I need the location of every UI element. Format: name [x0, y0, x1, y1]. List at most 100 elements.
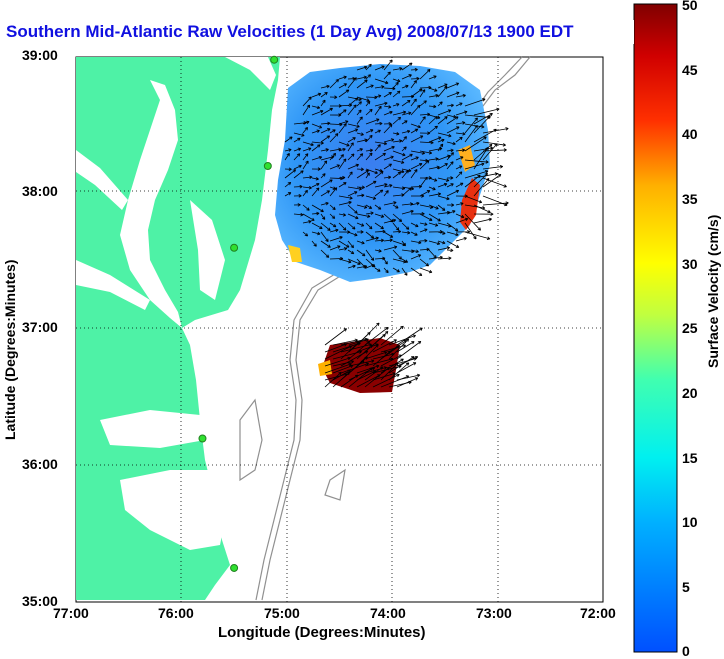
- velocity-arrow: [428, 222, 439, 227]
- velocity-arrow: [428, 87, 438, 92]
- velocity-arrow: [356, 75, 367, 80]
- colorbar-tick-40: 40: [682, 126, 698, 142]
- velocity-arrow: [338, 182, 347, 188]
- x-tick-0: 77:00: [53, 605, 89, 621]
- velocity-arrow: [401, 129, 411, 134]
- velocity-arrow: [455, 110, 468, 116]
- velocity-arrow: [446, 148, 454, 153]
- velocity-arrow: [455, 202, 464, 206]
- velocity-arrow: [311, 182, 320, 188]
- velocity-arrow: [392, 131, 400, 136]
- velocity-arrow: [311, 123, 323, 129]
- velocity-arrow: [383, 231, 394, 238]
- velocity-arrow: [392, 213, 403, 222]
- velocity-arrow: [364, 366, 390, 388]
- velocity-arrow: [437, 256, 452, 261]
- velocity-arrow: [347, 142, 354, 152]
- velocity-arrow: [320, 148, 329, 152]
- velocity-arrow: [401, 267, 408, 276]
- velocity-arrow: [374, 249, 382, 253]
- velocity-arrow: [419, 116, 426, 125]
- velocity-arrow: [320, 84, 330, 89]
- velocity-arrow: [473, 172, 488, 188]
- velocity-arrow: [410, 98, 417, 107]
- velocity-arrow: [428, 125, 438, 134]
- velocity-arrow: [446, 222, 459, 232]
- velocity-arrow: [374, 152, 386, 161]
- velocity-arrow: [455, 156, 464, 161]
- velocity-arrow: [401, 153, 413, 161]
- velocity-arrow: [348, 367, 373, 388]
- velocity-arrow: [365, 172, 370, 179]
- velocity-arrow: [356, 249, 366, 257]
- velocity-arrow: [446, 126, 460, 134]
- velocity-arrow: [324, 343, 348, 353]
- velocity-arrow: [320, 173, 326, 179]
- station-marker: [263, 162, 272, 170]
- velocity-arrow: [365, 168, 378, 175]
- velocity-arrow: [428, 104, 437, 109]
- velocity-arrow: [293, 194, 302, 198]
- velocity-arrow: [419, 69, 431, 80]
- velocity-arrow: [392, 150, 406, 157]
- velocity-arrow: [311, 109, 324, 116]
- velocity-arrow: [383, 163, 392, 170]
- velocity-arrow: [365, 118, 380, 125]
- velocity-arrow: [284, 153, 290, 161]
- velocity-arrow: [329, 235, 343, 242]
- velocity-arrow: [464, 117, 478, 134]
- velocity-arrow: [392, 139, 403, 143]
- velocity-arrow: [383, 245, 398, 251]
- velocity-arrow: [419, 228, 428, 233]
- velocity-arrow: [356, 138, 368, 143]
- velocity-arrow: [338, 120, 349, 125]
- velocity-arrow: [419, 190, 431, 197]
- velocity-arrow: [464, 195, 483, 204]
- colorbar-tick-45: 45: [682, 62, 698, 78]
- velocity-arrow: [383, 218, 397, 224]
- velocity-arrow: [428, 186, 436, 191]
- velocity-arrow: [365, 152, 373, 161]
- velocity-arrow: [455, 171, 463, 179]
- velocity-arrow: [473, 217, 492, 224]
- velocity-arrow: [356, 204, 368, 209]
- velocity-hotspot-east: [460, 178, 480, 230]
- velocity-arrow: [356, 153, 364, 161]
- velocity-arrow: [347, 186, 362, 191]
- velocity-arrow: [365, 180, 377, 188]
- velocity-arrow: [437, 177, 450, 182]
- velocity-arrow: [455, 121, 466, 125]
- velocity-arrow: [365, 231, 375, 239]
- colorbar-tick-5: 5: [682, 579, 690, 595]
- velocity-arrow: [329, 187, 338, 197]
- velocity-arrow: [455, 213, 465, 219]
- velocity-arrow: [482, 143, 498, 161]
- velocity-arrow: [293, 212, 304, 217]
- velocity-arrow: [437, 182, 448, 188]
- velocity-arrow: [410, 88, 423, 98]
- velocity-arrow: [356, 132, 364, 136]
- velocity-arrow: [419, 150, 433, 155]
- velocity-arrow: [356, 116, 363, 125]
- velocity-arrow: [356, 169, 369, 179]
- velocity-arrow: [482, 201, 509, 206]
- grid: [76, 57, 603, 602]
- eastern-shore-water: [190, 200, 225, 300]
- velocity-arrow: [293, 137, 301, 143]
- velocity-arrow: [473, 143, 493, 161]
- velocity-arrow: [347, 258, 361, 265]
- velocity-arrow: [401, 99, 411, 107]
- velocity-arrow: [311, 240, 317, 247]
- velocity-arrow: [401, 84, 409, 89]
- velocity-arrow: [419, 89, 426, 98]
- velocity-arrow: [410, 156, 419, 161]
- velocity-arrow: [428, 204, 439, 210]
- velocity-arrow: [284, 169, 297, 179]
- velocity-arrow: [437, 132, 452, 138]
- velocity-arrow: [464, 231, 491, 240]
- velocity-arrow: [464, 159, 489, 164]
- velocity-arrow: [401, 136, 407, 143]
- velocity-arrow: [364, 366, 387, 374]
- velocity-arrow: [419, 160, 430, 170]
- velocity-arrow: [482, 164, 504, 170]
